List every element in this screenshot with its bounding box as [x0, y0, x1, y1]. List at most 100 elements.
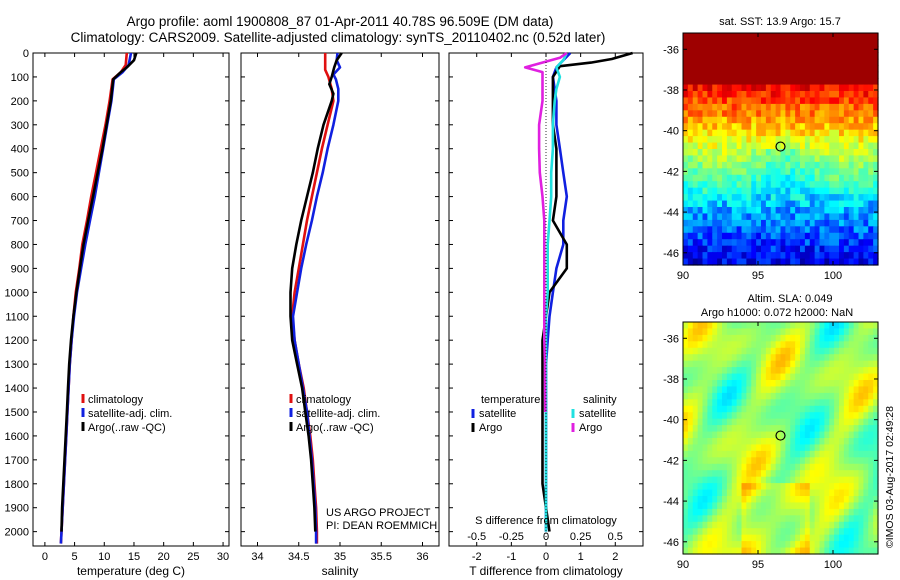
heatmap-cell [800, 200, 806, 208]
heatmap-cell [692, 528, 699, 536]
x-tick-label: 95 [752, 559, 764, 571]
heatmap-cell [722, 219, 728, 227]
heatmap-cell [741, 91, 747, 99]
heatmap-cell [741, 168, 747, 176]
heatmap-cell [756, 219, 762, 227]
y-tick-label: 500 [11, 168, 29, 180]
heatmap-cell [809, 207, 816, 215]
heatmap-cell [790, 547, 796, 555]
heatmap-cell [726, 110, 733, 118]
heatmap-cell [736, 399, 743, 407]
heatmap-cell [736, 347, 743, 355]
heatmap-cell [717, 515, 723, 523]
heatmap-cell [726, 252, 733, 260]
heatmap-cell [697, 380, 704, 388]
heatmap-cell [702, 328, 708, 336]
heatmap-cell [780, 386, 786, 394]
heatmap-cell [785, 168, 791, 176]
heatmap-cell [775, 161, 782, 169]
heatmap-cell [751, 84, 757, 92]
heatmap-cell [697, 71, 704, 79]
heatmap-cell [707, 399, 713, 407]
heatmap-cell [824, 116, 830, 124]
heatmap-cell [770, 136, 777, 144]
heatmap-cell [868, 168, 874, 176]
heatmap-cell [702, 386, 708, 394]
heatmap-cell [819, 373, 825, 381]
heatmap-cell [795, 258, 801, 266]
heatmap-cell [829, 187, 835, 195]
heatmap-cell [780, 354, 786, 362]
heatmap-cell [843, 438, 850, 446]
heatmap-cell [761, 187, 767, 195]
heatmap-cell [736, 174, 743, 182]
heatmap-cell [824, 431, 830, 439]
heatmap-cell [829, 399, 835, 407]
heatmap-cell [785, 219, 791, 227]
heatmap-cell [746, 45, 752, 53]
heatmap-cell [800, 541, 806, 549]
heatmap-cell [848, 334, 855, 342]
heatmap-cell [707, 457, 713, 465]
heatmap-cell [707, 155, 713, 163]
heatmap-cell [775, 386, 782, 394]
heatmap-cell [800, 187, 806, 195]
heatmap-cell [746, 463, 752, 471]
heatmap-cell [736, 489, 743, 497]
heatmap-cell [863, 52, 869, 60]
y-tick-label: -46 [663, 537, 679, 549]
y-tick-label: 100 [11, 72, 29, 84]
heatmap-cell [814, 392, 821, 400]
heatmap-cell [726, 431, 733, 439]
heatmap-cell [853, 136, 860, 144]
heatmap-cell [800, 528, 806, 536]
heatmap-cell [824, 450, 830, 458]
heatmap-cell [717, 457, 723, 465]
heatmap-cell [770, 425, 777, 433]
heatmap-cell [843, 541, 850, 549]
heatmap-cell [717, 367, 723, 375]
heatmap-cell [722, 405, 728, 413]
heatmap-cell [761, 155, 767, 163]
heatmap-cell [741, 386, 747, 394]
heatmap-cell [702, 78, 708, 86]
heatmap-cell [756, 425, 762, 433]
heatmap-cell [770, 123, 777, 131]
heatmap-cell [834, 450, 840, 458]
heatmap-cell [824, 528, 830, 536]
heatmap-cell [751, 168, 757, 176]
heatmap-cell [736, 45, 743, 53]
heatmap-cell [785, 155, 791, 163]
heatmap-cell [775, 450, 782, 458]
heatmap-cell [834, 425, 840, 433]
heatmap-cell [858, 450, 864, 458]
heatmap-cell [741, 457, 747, 465]
heatmap-cell [702, 425, 708, 433]
heatmap-cell [687, 168, 694, 176]
heatmap-cell [761, 457, 767, 465]
heatmap-cell [761, 412, 767, 420]
heatmap-cell [824, 483, 830, 491]
heatmap-cell [809, 174, 816, 182]
heatmap-cell [785, 84, 791, 92]
heatmap-cell [746, 91, 752, 99]
heatmap-cell [746, 347, 752, 355]
heatmap-cell [834, 58, 840, 66]
heatmap-cell [741, 161, 747, 169]
heatmap-cell [751, 457, 757, 465]
heatmap-cell [741, 252, 747, 260]
heatmap-cell [722, 515, 728, 523]
heatmap-cell [712, 521, 718, 529]
heatmap-cell [853, 84, 860, 92]
heatmap-cell [683, 367, 689, 375]
heatmap-cell [800, 161, 806, 169]
heatmap-cell [809, 444, 816, 452]
heatmap-cell [790, 431, 796, 439]
heatmap-cell [824, 457, 830, 465]
heatmap-cell [731, 431, 738, 439]
heatmap-cell [765, 123, 772, 131]
heatmap-cell [819, 136, 825, 144]
heatmap-cell [712, 65, 718, 73]
heatmap-cell [848, 84, 855, 92]
heatmap-cell [843, 547, 850, 555]
